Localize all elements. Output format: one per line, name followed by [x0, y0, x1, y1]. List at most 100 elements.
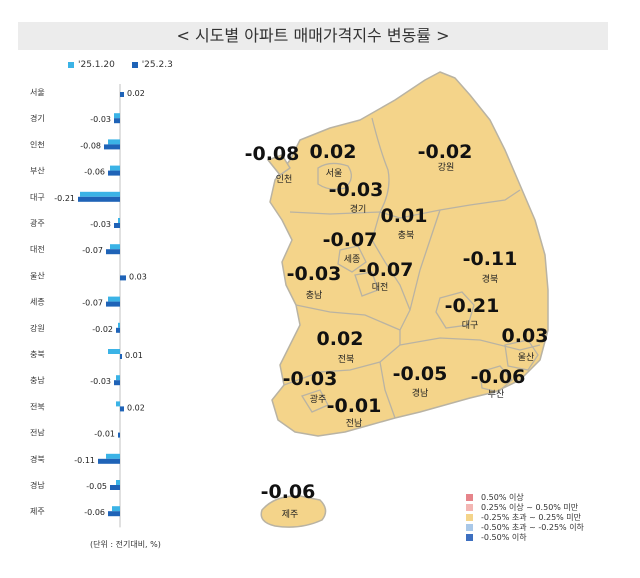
bar	[104, 144, 120, 150]
data-label: -0.11	[74, 456, 95, 465]
map-legend-row: 0.25% 이상 ~ 0.50% 미만	[466, 502, 584, 512]
region-value: -0.02	[418, 141, 473, 163]
bar	[106, 301, 120, 307]
unit-note: (단위 : 전기대비, %)	[90, 540, 161, 549]
region-value: -0.05	[393, 363, 448, 385]
border-gyeonggi-east	[371, 117, 390, 213]
bar	[118, 432, 120, 438]
bar	[116, 401, 120, 407]
data-label: -0.21	[54, 194, 75, 203]
bar	[118, 322, 120, 328]
bar	[108, 296, 120, 302]
category-label: 경남	[30, 480, 45, 490]
border-gyeongbuk-west	[409, 209, 441, 311]
map-mainland	[269, 71, 549, 437]
region-value: -0.03	[287, 263, 342, 285]
region-value: 0.02	[310, 141, 357, 163]
region-name: 충북	[398, 230, 415, 241]
region-value: 0.01	[381, 205, 428, 227]
border-sejong	[337, 245, 367, 273]
bar	[120, 406, 124, 412]
category-label: 서울	[30, 88, 45, 97]
region-name: 부산	[488, 389, 505, 400]
bar-chart: 서울 0.02 경기 -0.03 인천 -0.08 부산 -0.06 대구 -0.21 광주 -0.0…	[30, 84, 147, 528]
bar	[78, 196, 120, 202]
region-value: -0.07	[359, 259, 414, 281]
category-label: 대전	[30, 244, 45, 254]
region-name: 대구	[462, 320, 479, 331]
region-value: -0.08	[245, 143, 300, 165]
category-label: 대구	[30, 193, 45, 202]
region-name: 충남	[306, 290, 323, 301]
page-title: < 시도별 아파트 매매가격지수 변동률 >	[18, 22, 608, 50]
bar	[110, 485, 120, 490]
category-label: 인천	[30, 139, 45, 149]
map-legend-label: 0.25% 이상 ~ 0.50% 미만	[481, 503, 579, 512]
bar	[116, 327, 120, 333]
legend-swatch-prev	[68, 61, 74, 68]
category-label: 충남	[30, 376, 45, 385]
region-value: 0.03	[502, 325, 549, 347]
border-ulsan	[504, 339, 539, 371]
map-legend-swatch	[466, 524, 473, 531]
category-label: 제주	[30, 507, 45, 516]
map-jeju	[260, 495, 327, 528]
map-legend-row: 0.50% 이상	[466, 492, 584, 502]
bar	[120, 92, 124, 97]
region-value: -0.06	[471, 366, 526, 388]
map-legend-row: -0.50% 초과 ~ -0.25% 이하	[466, 522, 584, 532]
region-name: 대전	[372, 282, 389, 293]
data-label: -0.01	[94, 430, 115, 439]
region-name: 강원	[438, 162, 455, 173]
map-legend-label: 0.50% 이상	[481, 493, 524, 502]
map-legend-row: -0.25% 초과 ~ 0.25% 미만	[466, 512, 584, 522]
bar	[108, 170, 120, 176]
region-name: 전북	[338, 354, 355, 365]
region-name: 서울	[326, 168, 343, 179]
region-value: -0.07	[323, 229, 378, 251]
region-name: 세종	[344, 254, 361, 265]
bar	[120, 275, 126, 281]
border-daegu	[435, 291, 475, 329]
region-value: -0.21	[445, 295, 500, 317]
bar	[116, 480, 120, 485]
map-legend-swatch	[466, 514, 473, 521]
category-label: 울산	[30, 270, 45, 280]
category-label: 전남	[30, 428, 45, 438]
data-label: -0.03	[90, 115, 111, 124]
bar	[108, 139, 120, 145]
legend-label-prev: '25.1.20	[78, 60, 115, 70]
data-label: 0.02	[127, 403, 145, 412]
data-label: 0.02	[127, 89, 145, 98]
data-label: -0.06	[84, 508, 105, 517]
map-legend-label: -0.50% 초과 ~ -0.25% 이하	[481, 523, 584, 532]
region-value: -0.03	[329, 179, 384, 201]
map-legend: 0.50% 이상 0.25% 이상 ~ 0.50% 미만 -0.25% 초과 ~…	[466, 492, 584, 542]
bar	[114, 118, 120, 124]
bar	[108, 511, 120, 517]
region-name: 울산	[518, 352, 535, 363]
border-gyeonggi-south	[289, 211, 401, 219]
region-name: 인천	[276, 174, 293, 185]
border-gyeongnam-north	[399, 337, 541, 351]
series-legend: '25.1.20 '25.2.3	[68, 60, 187, 70]
border-gyeongnam-west	[379, 361, 396, 419]
bar	[112, 506, 120, 512]
region-name: 제주	[282, 509, 299, 520]
bar	[108, 349, 120, 354]
data-label: -0.02	[92, 325, 113, 334]
bar	[120, 354, 122, 359]
legend-item-prev: '25.1.20	[68, 60, 115, 70]
border-gwangju	[301, 389, 329, 413]
category-label: 세종	[30, 298, 45, 307]
map-legend-label: -0.50% 이하	[481, 533, 527, 542]
bar	[110, 165, 120, 171]
bar	[114, 223, 120, 228]
category-label: 경기	[30, 113, 45, 123]
region-value: -0.03	[283, 368, 338, 390]
region-name: 경북	[482, 273, 499, 285]
data-label: 0.03	[129, 272, 147, 281]
data-label: -0.06	[84, 168, 105, 177]
bar	[118, 218, 120, 223]
